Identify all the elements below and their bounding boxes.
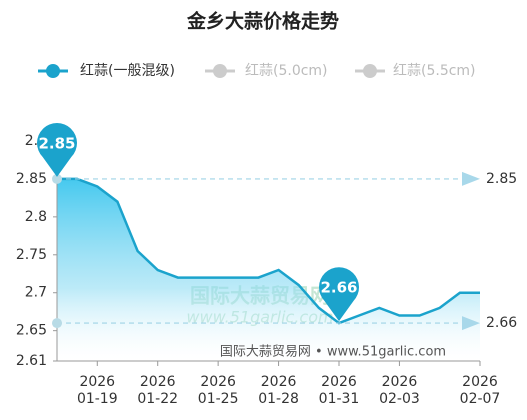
- x-tick-date: 02-03: [379, 391, 420, 407]
- x-tick-label: 2026 02-03: [379, 374, 420, 407]
- chart-title: 金乡大蒜价格走势: [186, 10, 339, 33]
- legend-label[interactable]: 红蒜(5.5cm): [393, 63, 476, 79]
- legend-label[interactable]: 红蒜(5.0cm): [245, 63, 328, 79]
- mark-line-start: [52, 318, 62, 329]
- x-tick-label: 2026 01-22: [137, 374, 178, 407]
- mark-arrow: [462, 171, 480, 186]
- x-tick-label: 2026 01-25: [198, 374, 239, 407]
- x-tick-year: 2026: [462, 374, 498, 390]
- source: 国际大蒜贸易网 • www.51garlic.com: [220, 345, 446, 360]
- y-tick-label: 2.7: [25, 285, 47, 301]
- y-tick-label: 2.61: [16, 353, 47, 369]
- x-tick-label: 2026 02-07: [460, 374, 501, 407]
- legend-marker: [363, 64, 377, 78]
- x-tick-label: 2026 01-31: [319, 374, 360, 407]
- pin-label: 2.85: [38, 134, 75, 152]
- x-tick-year: 2026: [321, 374, 357, 390]
- x-tick-date: 01-19: [77, 391, 118, 407]
- y-tick-label: 2.65: [16, 323, 47, 339]
- x-tick-date: 01-31: [319, 391, 360, 407]
- y-tick-label: 2.8: [25, 209, 47, 225]
- x-tick-year: 2026: [140, 374, 176, 390]
- x-tick-label: 2026 01-28: [258, 374, 299, 407]
- mark-line-label: 2.66: [486, 315, 517, 331]
- mark-line-label: 2.85: [486, 171, 517, 187]
- x-tick-date: 01-25: [198, 391, 239, 407]
- area: [57, 178, 480, 361]
- x-tick-date: 01-22: [137, 391, 178, 407]
- y-tick-label: 2.75: [16, 247, 47, 263]
- mark-arrow: [462, 316, 480, 331]
- x-tick-year: 2026: [382, 374, 418, 390]
- x-tick-year: 2026: [79, 374, 115, 390]
- x-tick-label: 2026 01-19: [77, 374, 118, 407]
- x-tick-year: 2026: [261, 374, 297, 390]
- x-tick-year: 2026: [200, 374, 236, 390]
- pin: [319, 267, 359, 322]
- legend-marker: [213, 64, 227, 78]
- mark-line-start: [52, 173, 62, 184]
- x-tick-date: 01-28: [258, 391, 299, 407]
- pin-label: 2.66: [320, 279, 357, 297]
- y-tick-label: 2.85: [16, 171, 47, 187]
- line: [57, 177, 480, 325]
- legend-marker: [46, 64, 60, 78]
- x-tick-date: 02-07: [460, 391, 501, 407]
- pin: [37, 123, 77, 177]
- legend-label[interactable]: 红蒜(一般混级): [80, 63, 175, 79]
